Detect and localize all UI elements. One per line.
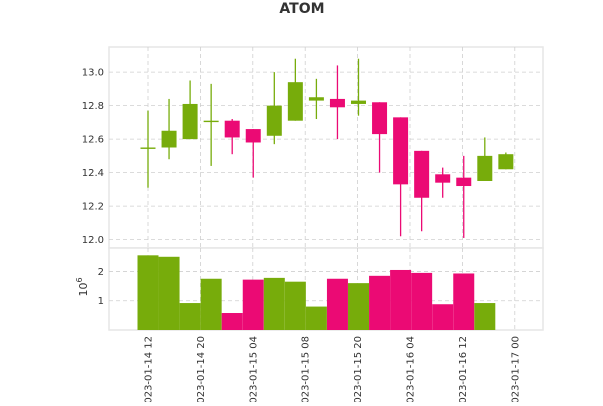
price-tick-label: 12.8: [82, 101, 104, 112]
price-tick-label: 12.4: [82, 168, 104, 179]
volume-bar: [369, 275, 391, 330]
candle-body-down: [372, 102, 388, 135]
x-tick-label: 023-01-14 20: [196, 336, 207, 402]
volume-bar: [348, 283, 369, 330]
x-tick-label: 023-01-15 04: [248, 336, 259, 402]
x-tick-label: 023-01-15 08: [301, 336, 312, 402]
volume-bar: [263, 277, 285, 330]
candle-body-down: [245, 129, 261, 143]
candle-body-up: [477, 155, 493, 181]
candle-body-up: [161, 130, 177, 148]
volume-panel: 12: [98, 247, 544, 331]
volume-bar: [326, 278, 348, 330]
x-tick-label: 023-01-14 12: [144, 336, 155, 402]
x-tick-label: 023-01-17 00: [510, 336, 521, 402]
volume-tick-label: 1: [98, 296, 104, 307]
candle-body-up: [498, 154, 514, 170]
candle-body-down: [414, 150, 430, 198]
volume-bar: [411, 272, 433, 330]
candle-body-up: [351, 100, 366, 104]
candle-body-up: [308, 97, 324, 101]
price-tick-label: 13.0: [82, 68, 104, 79]
candle-body-down: [224, 120, 240, 138]
volume-bar: [242, 279, 264, 330]
volume-bar: [200, 278, 222, 330]
volume-axis-label-exponent: 6: [75, 277, 84, 282]
candle-body-down: [435, 174, 451, 183]
volume-bar: [179, 303, 201, 330]
price-tick-label: 12.0: [82, 235, 104, 246]
volume-axis-label-base: 10: [77, 283, 90, 297]
volume-bar: [158, 256, 180, 330]
x-tick-label: 023-01-15 20: [353, 336, 364, 402]
candle-body-down: [329, 98, 345, 108]
volume-axis-label: 106: [75, 277, 90, 296]
candle-body-up: [182, 103, 198, 140]
volume-tick-label: 2: [98, 267, 104, 278]
chart-title: ATOM: [279, 1, 324, 17]
candle-body-up: [203, 120, 219, 123]
candle-body-down: [456, 177, 472, 187]
candle-body-up: [266, 105, 282, 136]
volume-bar: [390, 269, 412, 330]
volume-bar: [137, 255, 159, 330]
volume-bar: [453, 273, 475, 330]
volume-bar: [284, 281, 306, 330]
price-plot-area: [108, 46, 544, 249]
x-axis: 023-01-14 12 023-01-14 20 023-01-15 04 023-…: [144, 336, 522, 404]
price-tick-label: 12.2: [82, 202, 104, 213]
candle-body-up: [140, 147, 156, 149]
x-tick-label: 023-01-16 12: [458, 336, 469, 402]
price-panel: 12.0 12.2 12.4 12.6 12.8 13.0: [82, 46, 544, 249]
volume-bar: [305, 306, 327, 330]
x-tick-label: 023-01-16 04: [406, 336, 417, 402]
candle-body-down: [393, 117, 409, 185]
volume-bar: [432, 304, 454, 330]
price-tick-label: 12.6: [82, 135, 104, 146]
candle-body-up: [287, 82, 303, 121]
volume-bar: [221, 313, 243, 330]
volume-bar: [474, 303, 496, 330]
